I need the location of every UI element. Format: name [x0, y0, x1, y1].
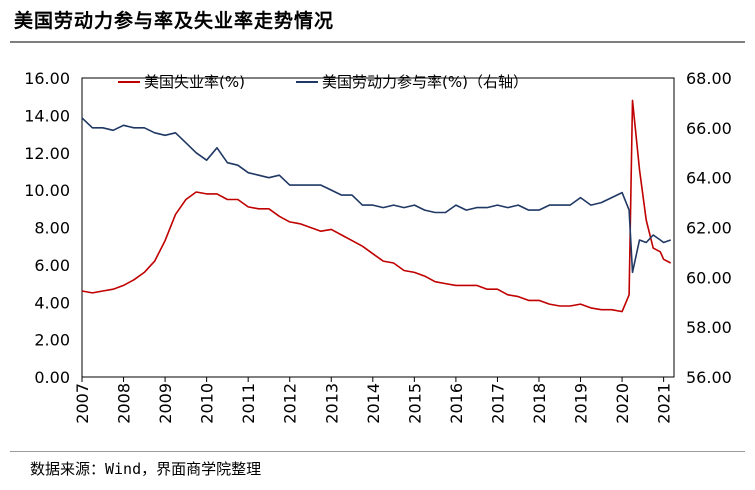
title-divider: [10, 41, 745, 43]
chart-title: 美国劳动力参与率及失业率走势情况: [14, 10, 335, 32]
x-axis-tick-label: 2021: [655, 383, 674, 424]
plot-frame: [81, 77, 675, 378]
x-axis-tick-label: 2018: [530, 383, 549, 424]
left-axis-tick-label: 0.00: [34, 368, 70, 387]
x-axis-tick-label: 2016: [447, 383, 466, 424]
right-axis-tick-label: 58.00: [686, 318, 732, 337]
x-axis-tick-label: 2014: [364, 383, 383, 424]
left-axis-tick-label: 4.00: [34, 293, 70, 312]
right-axis-tick-label: 64.00: [686, 169, 732, 188]
left-axis-tick-label: 14.00: [24, 106, 70, 125]
right-axis-tick-label: 60.00: [686, 268, 732, 287]
x-axis-tick-label: 2017: [488, 383, 507, 424]
left-axis-tick-label: 8.00: [34, 219, 70, 238]
x-axis-tick-label: 2011: [239, 383, 258, 424]
right-axis-tick-label: 68.00: [686, 69, 732, 88]
x-axis-tick-label: 2012: [281, 383, 300, 424]
legend-label-unemployment: 美国失业率(%): [144, 73, 245, 91]
left-axis-tick-label: 10.00: [24, 181, 70, 200]
right-axis-tick-label: 56.00: [686, 368, 732, 387]
x-axis-tick-label: 2007: [73, 383, 92, 424]
chart-area: 0.00 2.00 4.00 6.00 8.00 10.00 12.00 14.00 16.00…: [24, 69, 732, 424]
left-axis-tick-label: 16.00: [24, 69, 70, 88]
participation-rate-line: [81, 117, 671, 274]
right-axis-tick-label: 66.00: [686, 119, 732, 138]
legend-label-participation: 美国劳动力参与率(%)（右轴）: [322, 73, 528, 91]
unemployment-rate-line: [81, 99, 672, 313]
x-axis-tick-label: 2008: [115, 383, 134, 424]
x-axis-tick-label: 2013: [322, 383, 341, 424]
left-axis-tick-label: 12.00: [24, 144, 70, 163]
left-axis-tick-label: 2.00: [34, 331, 70, 350]
x-axis-tick-label: 2009: [156, 383, 175, 424]
left-axis-tick-label: 6.00: [34, 256, 70, 275]
x-axis-tick-label: 2010: [198, 383, 217, 424]
footer-divider: [10, 451, 745, 452]
source-note: 数据来源：Wind，界面商学院整理: [30, 460, 262, 478]
x-axis-tick-label: 2019: [572, 383, 591, 424]
x-axis-tick-label: 2015: [405, 383, 424, 424]
x-axis-tick-label: 2020: [613, 383, 632, 424]
right-axis-tick-label: 62.00: [686, 219, 732, 238]
